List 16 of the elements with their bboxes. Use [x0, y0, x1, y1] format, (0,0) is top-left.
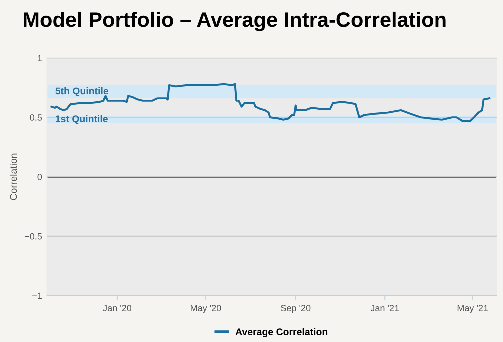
y-tick-label: −0.5 — [25, 233, 42, 240]
x-tick-label: Sep '20 — [281, 305, 311, 314]
legend-label: Average Correlation — [236, 328, 328, 338]
y-tick-label: 1 — [38, 55, 42, 62]
line-series — [50, 83, 491, 122]
y-axis-title: Correlation — [10, 154, 18, 200]
x-tick-label: Jan '20 — [103, 305, 132, 312]
y-tick-label: 0 — [38, 174, 42, 180]
x-tick-label: May '21 — [458, 305, 488, 314]
y-tick-label: −1 — [32, 292, 42, 300]
y-tick-label: 0.5 — [30, 114, 42, 121]
chart-title: Model Portfolio – Average Intra-Correlation — [24, 12, 446, 32]
band-label: 1st Quintile — [56, 115, 108, 124]
x-tick-label: May '20 — [191, 305, 222, 314]
x-tick-label: Jan '21 — [370, 305, 400, 312]
band-label: 5th Quintile — [56, 87, 109, 96]
